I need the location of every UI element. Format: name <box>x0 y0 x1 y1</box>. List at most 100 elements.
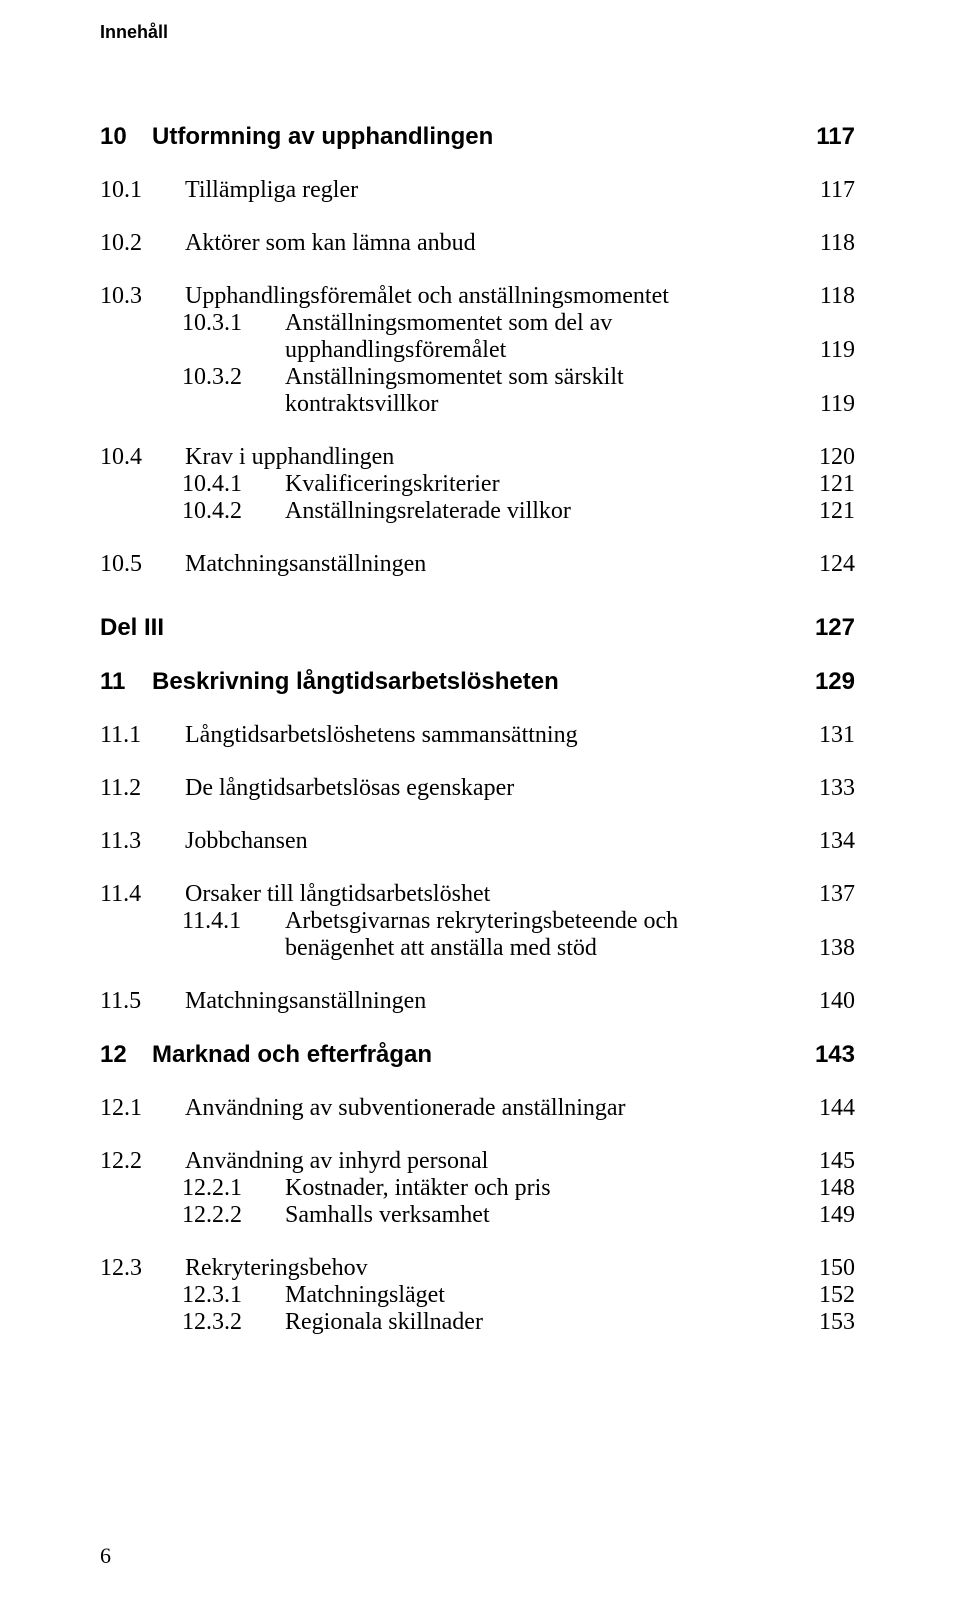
toc-entry-11-1: 11.1 Långtidsarbetslöshetens sammansättn… <box>100 722 855 749</box>
toc-entry-11-4-1b: benägenhet att anställa med stöd 138 <box>285 935 855 962</box>
toc-title: Användning av subventionerade anställnin… <box>185 1095 626 1122</box>
toc-page: 124 <box>811 551 855 578</box>
toc-number: 11.2 <box>100 775 185 802</box>
toc-title: Krav i upphandlingen <box>185 444 394 471</box>
toc-number: 12.3.2 <box>182 1309 285 1336</box>
toc-title: Jobbchansen <box>185 828 308 855</box>
toc-page: 133 <box>811 775 855 802</box>
toc-title: Kvalificeringskriterier <box>285 471 500 498</box>
toc-number: 10.5 <box>100 551 185 578</box>
toc-number: 10.3.1 <box>182 310 285 337</box>
toc-number: 11 <box>100 668 152 696</box>
toc-page: 127 <box>807 614 855 642</box>
toc-page: 131 <box>811 722 855 749</box>
toc-entry-12-3-2: 12.3.2 Regionala skillnader 153 <box>182 1309 855 1336</box>
toc-entry-10-1: 10.1 Tillämpliga regler 117 <box>100 177 855 204</box>
toc-title: Användning av inhyrd personal <box>185 1148 488 1175</box>
toc-page: 140 <box>811 988 855 1015</box>
toc-entry-10-3-1b: upphandlingsföremålet 119 <box>285 337 855 364</box>
toc-number: 10.2 <box>100 230 185 257</box>
toc-number: 11.4 <box>100 881 185 908</box>
toc-title: Matchningsanställningen <box>185 551 426 578</box>
toc-number: 10.3.2 <box>182 364 285 391</box>
toc-number: 11.5 <box>100 988 185 1015</box>
toc-entry-12-2-1: 12.2.1 Kostnader, intäkter och pris 148 <box>182 1175 855 1202</box>
toc-page: 118 <box>812 230 855 257</box>
toc-page: 137 <box>811 881 855 908</box>
toc-entry-12-2-2: 12.2.2 Samhalls verksamhet 149 <box>182 1202 855 1229</box>
toc-title: Långtidsarbetslöshetens sammansättning <box>185 722 578 749</box>
toc-title: Anställningsmomentet som del av <box>285 310 612 337</box>
toc-page: 120 <box>811 444 855 471</box>
running-head: Innehåll <box>100 22 855 43</box>
toc-title: benägenhet att anställa med stöd <box>285 935 597 962</box>
toc-number: 10.3 <box>100 283 185 310</box>
toc-entry-10-4: 10.4 Krav i upphandlingen 120 <box>100 444 855 471</box>
toc-page: 143 <box>807 1041 855 1069</box>
toc-number: 12.2 <box>100 1148 185 1175</box>
toc-number: 11.3 <box>100 828 185 855</box>
toc-page: 144 <box>811 1095 855 1122</box>
toc-entry-11-2: 11.2 De långtidsarbetslösas egenskaper 1… <box>100 775 855 802</box>
toc-number: 12.3.1 <box>182 1282 285 1309</box>
toc-page: 118 <box>812 283 855 310</box>
toc-page: 152 <box>811 1282 855 1309</box>
toc-page: 153 <box>811 1309 855 1336</box>
toc-title: Arbetsgivarnas rekryteringsbeteende och <box>285 908 678 935</box>
toc-number: 11.4.1 <box>182 908 285 935</box>
toc-title: Utformning av upphandlingen <box>152 123 493 151</box>
toc-entry-11-3: 11.3 Jobbchansen 134 <box>100 828 855 855</box>
toc-title: upphandlingsföremålet <box>285 337 506 364</box>
toc-number: 12.2.2 <box>182 1202 285 1229</box>
toc-number: 10 <box>100 123 152 151</box>
toc-title: Upphandlingsföremålet och anställningsmo… <box>185 283 669 310</box>
toc-page: 150 <box>811 1255 855 1282</box>
toc-number: 12.2.1 <box>182 1175 285 1202</box>
toc-page: 129 <box>807 668 855 696</box>
toc-title: Orsaker till långtidsarbetslöshet <box>185 881 490 908</box>
toc-entry-11-4: 11.4 Orsaker till långtidsarbetslöshet 1… <box>100 881 855 908</box>
toc-title: Matchningsläget <box>285 1282 445 1309</box>
toc-number: 12 <box>100 1041 152 1069</box>
toc-number: 10.4.1 <box>182 471 285 498</box>
toc-chapter-11: 11 Beskrivning långtidsarbetslösheten 12… <box>100 668 855 696</box>
toc-title: Rekryteringsbehov <box>185 1255 368 1282</box>
toc-entry-10-4-2: 10.4.2 Anställningsrelaterade villkor 12… <box>182 498 855 525</box>
toc-page: 145 <box>811 1148 855 1175</box>
toc-title: Beskrivning långtidsarbetslösheten <box>152 668 559 696</box>
toc-page: 138 <box>811 935 855 962</box>
toc-entry-12-3-1: 12.3.1 Matchningsläget 152 <box>182 1282 855 1309</box>
toc-title: kontraktsvillkor <box>285 391 438 418</box>
toc-page: 149 <box>811 1202 855 1229</box>
toc-page: 148 <box>811 1175 855 1202</box>
toc-page: 117 <box>812 177 855 204</box>
toc-number: 10.4.2 <box>182 498 285 525</box>
toc-page: 121 <box>811 471 855 498</box>
toc-entry-12-3: 12.3 Rekryteringsbehov 150 <box>100 1255 855 1282</box>
toc-entry-10-2: 10.2 Aktörer som kan lämna anbud 118 <box>100 230 855 257</box>
toc-entry-10-3-2b: kontraktsvillkor 119 <box>285 391 855 418</box>
toc-entry-11-4-1a: 11.4.1 Arbetsgivarnas rekryteringsbeteen… <box>182 908 855 935</box>
toc-title: Kostnader, intäkter och pris <box>285 1175 551 1202</box>
toc-title: Del III <box>100 614 164 642</box>
toc-number: 10.1 <box>100 177 185 204</box>
page-number: 6 <box>100 1543 111 1569</box>
toc-title: Samhalls verksamhet <box>285 1202 490 1229</box>
toc-title: Anställningsmomentet som särskilt <box>285 364 624 391</box>
toc-entry-12-2: 12.2 Användning av inhyrd personal 145 <box>100 1148 855 1175</box>
toc-chapter-10: 10 Utformning av upphandlingen 117 <box>100 123 855 151</box>
toc-entry-10-4-1: 10.4.1 Kvalificeringskriterier 121 <box>182 471 855 498</box>
toc-entry-10-3: 10.3 Upphandlingsföremålet och anställni… <box>100 283 855 310</box>
toc-title: De långtidsarbetslösas egenskaper <box>185 775 514 802</box>
toc-chapter-12: 12 Marknad och efterfrågan 143 <box>100 1041 855 1069</box>
toc-page: 121 <box>811 498 855 525</box>
toc-title: Tillämpliga regler <box>185 177 358 204</box>
toc-number: 10.4 <box>100 444 185 471</box>
toc-entry-10-5: 10.5 Matchningsanställningen 124 <box>100 551 855 578</box>
toc-number: 12.3 <box>100 1255 185 1282</box>
toc-number: 12.1 <box>100 1095 185 1122</box>
toc-page: 119 <box>812 391 855 418</box>
toc-entry-11-5: 11.5 Matchningsanställningen 140 <box>100 988 855 1015</box>
page-container: Innehåll 10 Utformning av upphandlingen … <box>0 0 960 1599</box>
toc-title: Regionala skillnader <box>285 1309 483 1336</box>
